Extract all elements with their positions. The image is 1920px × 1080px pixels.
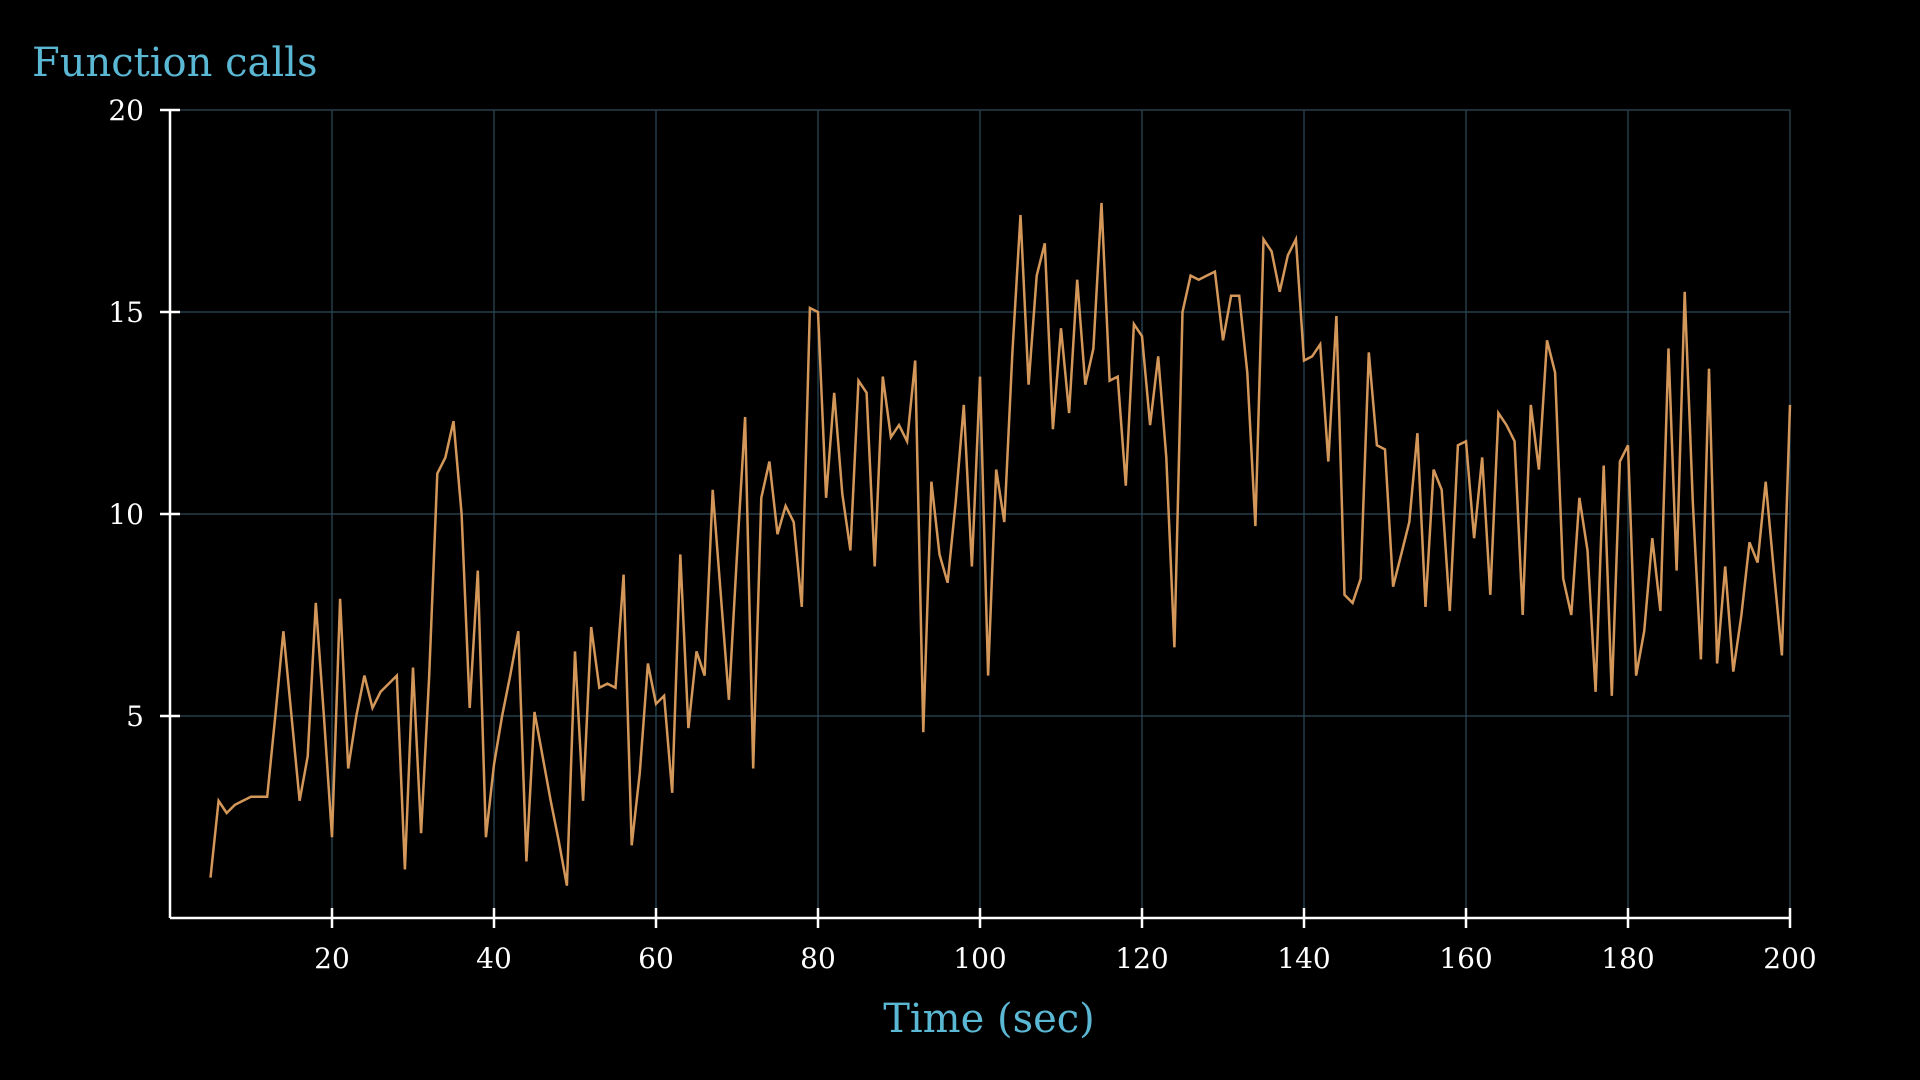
x-tick-label: 160: [1439, 942, 1492, 975]
x-tick-label: 140: [1277, 942, 1330, 975]
y-tick-label: 15: [108, 296, 144, 329]
y-axis-label: Function calls: [32, 40, 318, 86]
y-tick-label: 10: [108, 498, 144, 531]
y-tick-label: 5: [126, 700, 144, 733]
x-tick-label: 100: [953, 942, 1006, 975]
x-tick-label: 200: [1763, 942, 1816, 975]
x-tick-label: 180: [1601, 942, 1654, 975]
x-tick-label: 40: [476, 942, 512, 975]
x-tick-label: 80: [800, 942, 836, 975]
x-tick-label: 20: [314, 942, 350, 975]
x-tick-label: 120: [1115, 942, 1168, 975]
y-tick-label: 20: [108, 94, 144, 127]
x-axis-label: Time (sec): [883, 996, 1095, 1042]
series-line: [209, 202, 1792, 886]
x-tick-label: 60: [638, 942, 674, 975]
